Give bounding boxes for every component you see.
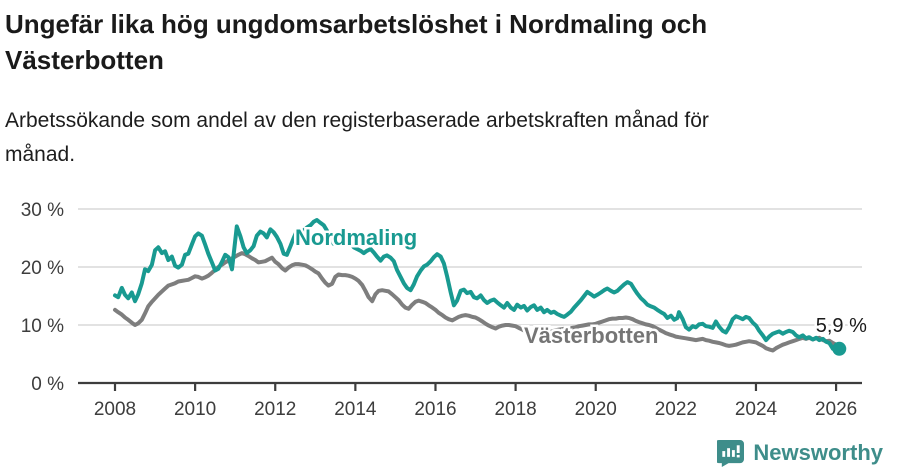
chart-subtitle: Arbetssökande som andel av den registerb… — [5, 104, 865, 172]
x-axis-tick-label: 2026 — [815, 399, 857, 420]
x-axis-tick-label: 2008 — [94, 399, 136, 420]
x-axis-tick-label: 2020 — [575, 399, 617, 420]
end-value-annotation: 5,9 % — [816, 315, 867, 337]
x-axis-tick-label: 2010 — [174, 399, 216, 420]
x-axis-tick-label: 2014 — [334, 399, 377, 420]
y-axis-tick-label: 10 % — [21, 316, 64, 337]
subtitle-line-1: Arbetssökande som andel av den registerb… — [5, 109, 709, 132]
x-axis-tick-label: 2022 — [655, 399, 697, 420]
y-axis-tick-label: 20 % — [21, 258, 64, 279]
title-line-2: Västerbotten — [5, 45, 164, 75]
series-line-nordmaling — [113, 218, 842, 351]
series-line-västerbotten — [113, 251, 842, 353]
x-axis-tick-label: 2024 — [735, 399, 778, 420]
newsworthy-logo-icon — [717, 439, 745, 467]
x-axis-tick-label: 2012 — [254, 399, 296, 420]
series-label-västerbotten: Västerbotten — [524, 323, 658, 348]
brand-wordmark: Newsworthy — [753, 440, 883, 465]
series-label-nordmaling: Nordmaling — [295, 225, 417, 250]
x-axis-tick-label: 2018 — [494, 399, 536, 420]
page-title: Ungefär lika hög ungdomsarbetslöshet i N… — [5, 6, 885, 78]
title-line-1: Ungefär lika hög ungdomsarbetslöshet i N… — [5, 9, 708, 39]
y-axis-tick-label: 30 % — [21, 200, 64, 221]
y-axis-tick-label: 0 % — [31, 374, 64, 395]
x-axis-tick-label: 2016 — [414, 399, 456, 420]
brand-footer: Newsworthy — [717, 439, 883, 467]
subtitle-line-2: månad. — [5, 143, 76, 166]
series-end-dot — [832, 341, 847, 356]
